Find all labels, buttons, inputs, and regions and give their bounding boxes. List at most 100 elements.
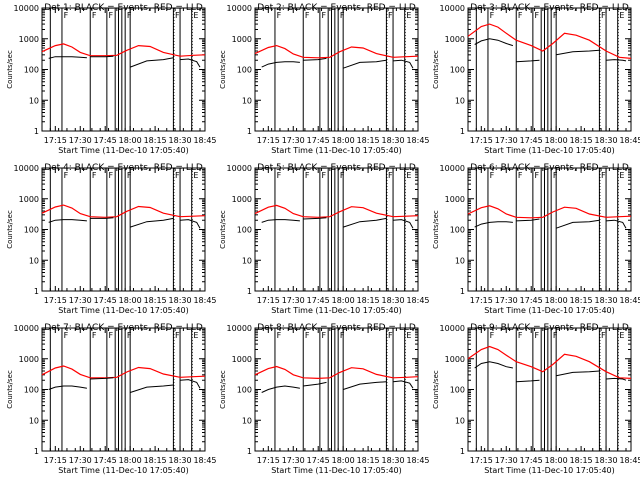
detector-panel-1: Det 1: BLACK = Events, RED = LLD 1 10 100 10… xyxy=(6,3,217,155)
x-tick-label: 18:45 xyxy=(193,456,216,465)
events-series-line xyxy=(180,219,201,229)
y-tick-label: 10 xyxy=(242,416,252,425)
flag-label: F xyxy=(64,331,69,340)
y-tick-label: 1000 xyxy=(445,195,465,204)
flag-label: F xyxy=(127,331,132,340)
detector-panel-5: Det 5: BLACK = Events, RED = LLD 1 10 100 10… xyxy=(219,163,430,315)
flag-label: F xyxy=(175,331,180,340)
x-tick-label: 18:00 xyxy=(119,296,142,305)
x-tick-label: 18:00 xyxy=(119,456,142,465)
flag-label: F xyxy=(109,331,114,340)
flag-label: E xyxy=(619,11,624,20)
y-axis-label: Counts/sec xyxy=(6,370,14,409)
x-tick-label: 18:00 xyxy=(332,456,355,465)
y-tick-label: 10000 xyxy=(227,4,252,13)
flag-label: F xyxy=(175,11,180,20)
y-tick-label: 1 xyxy=(460,287,465,296)
y-tick-label: 10000 xyxy=(14,324,39,333)
lld-series-line xyxy=(41,365,206,379)
y-tick-label: 1000 xyxy=(445,355,465,364)
y-axis-label: Counts/sec xyxy=(432,50,440,89)
flag-label: F xyxy=(322,11,327,20)
flag-label: F xyxy=(601,171,606,180)
flag-label: F xyxy=(64,171,69,180)
x-tick-label: 18:00 xyxy=(545,136,568,145)
y-tick-label: 100 xyxy=(237,386,252,395)
flag-label: F xyxy=(305,11,310,20)
y-tick-label: 1 xyxy=(460,447,465,456)
flag-label: F xyxy=(322,171,327,180)
flag-label: F xyxy=(388,171,393,180)
flag-label: F xyxy=(322,331,327,340)
events-series-line xyxy=(343,59,387,69)
panel-title: Det 7: BLACK = Events, RED = LLD xyxy=(44,323,203,333)
x-tick-label: 18:45 xyxy=(193,296,216,305)
x-tick-label: 18:30 xyxy=(595,296,618,305)
detector-panel-9: Det 9: BLACK = Events, RED = LLD 1 10 100 10… xyxy=(432,323,640,475)
x-tick-label: 17:45 xyxy=(307,136,330,145)
flag-label: F xyxy=(305,331,310,340)
lld-series-line xyxy=(254,365,419,380)
lld-series-line xyxy=(467,23,632,59)
x-tick-label: 18:15 xyxy=(357,136,380,145)
x-axis-label: Start Time (11-Dec-10 17:05:40) xyxy=(484,466,615,475)
y-axis-label: Counts/sec xyxy=(219,370,227,409)
x-tick-label: 18:00 xyxy=(545,296,568,305)
events-series-line xyxy=(48,56,87,59)
events-series-line xyxy=(180,379,201,389)
x-tick-label: 18:15 xyxy=(144,456,167,465)
flag-label: F xyxy=(64,11,69,20)
events-series-line xyxy=(48,219,87,223)
x-tick-label: 17:45 xyxy=(520,136,543,145)
x-tick-label: 18:45 xyxy=(406,136,429,145)
y-tick-label: 1000 xyxy=(232,195,252,204)
x-tick-label: 17:15 xyxy=(257,296,280,305)
x-tick-label: 18:15 xyxy=(570,136,593,145)
events-series-line xyxy=(261,219,300,223)
flag-label: F xyxy=(518,11,523,20)
lld-series-line xyxy=(467,345,632,379)
x-tick-label: 17:45 xyxy=(520,456,543,465)
flag-label: F xyxy=(388,331,393,340)
events-series-line xyxy=(556,219,600,229)
y-axis-label: Counts/sec xyxy=(6,210,14,249)
events-series-line xyxy=(343,217,387,228)
flag-label: E xyxy=(193,171,198,180)
y-tick-label: 1000 xyxy=(19,195,39,204)
x-tick-label: 17:15 xyxy=(44,136,67,145)
x-tick-label: 18:45 xyxy=(193,136,216,145)
events-series-line xyxy=(343,381,387,390)
events-series-line xyxy=(393,59,414,69)
flag-label: F xyxy=(340,171,345,180)
y-tick-label: 10000 xyxy=(440,164,465,173)
events-series-line xyxy=(90,55,114,58)
y-tick-label: 100 xyxy=(450,66,465,75)
events-series-line xyxy=(130,384,174,393)
y-tick-label: 100 xyxy=(237,66,252,75)
events-series-line xyxy=(393,380,414,389)
y-tick-label: 10000 xyxy=(440,324,465,333)
x-tick-label: 18:30 xyxy=(169,296,192,305)
flag-label: E xyxy=(406,331,411,340)
detector-panel-4: Det 4: BLACK = Events, RED = LLD 1 10 100 10… xyxy=(6,163,217,315)
x-tick-label: 17:30 xyxy=(282,136,305,145)
y-tick-label: 10 xyxy=(29,416,39,425)
x-tick-label: 17:15 xyxy=(44,456,67,465)
events-series-line xyxy=(606,59,627,62)
flag-label: F xyxy=(535,171,540,180)
flag-label: E xyxy=(619,171,624,180)
x-tick-label: 17:45 xyxy=(94,456,117,465)
x-axis-label: Start Time (11-Dec-10 17:05:40) xyxy=(271,146,402,155)
x-tick-label: 17:15 xyxy=(44,296,67,305)
panel-title: Det 8: BLACK = Events, RED = LLD xyxy=(257,323,416,333)
flag-label: F xyxy=(305,171,310,180)
events-series-line xyxy=(516,218,540,222)
events-series-line xyxy=(474,221,513,228)
x-tick-label: 17:45 xyxy=(307,296,330,305)
flag-label: F xyxy=(535,11,540,20)
y-tick-label: 1000 xyxy=(445,35,465,44)
x-tick-label: 17:30 xyxy=(69,296,92,305)
x-tick-label: 18:30 xyxy=(169,136,192,145)
flag-label: F xyxy=(490,171,495,180)
events-series-line xyxy=(474,38,514,47)
